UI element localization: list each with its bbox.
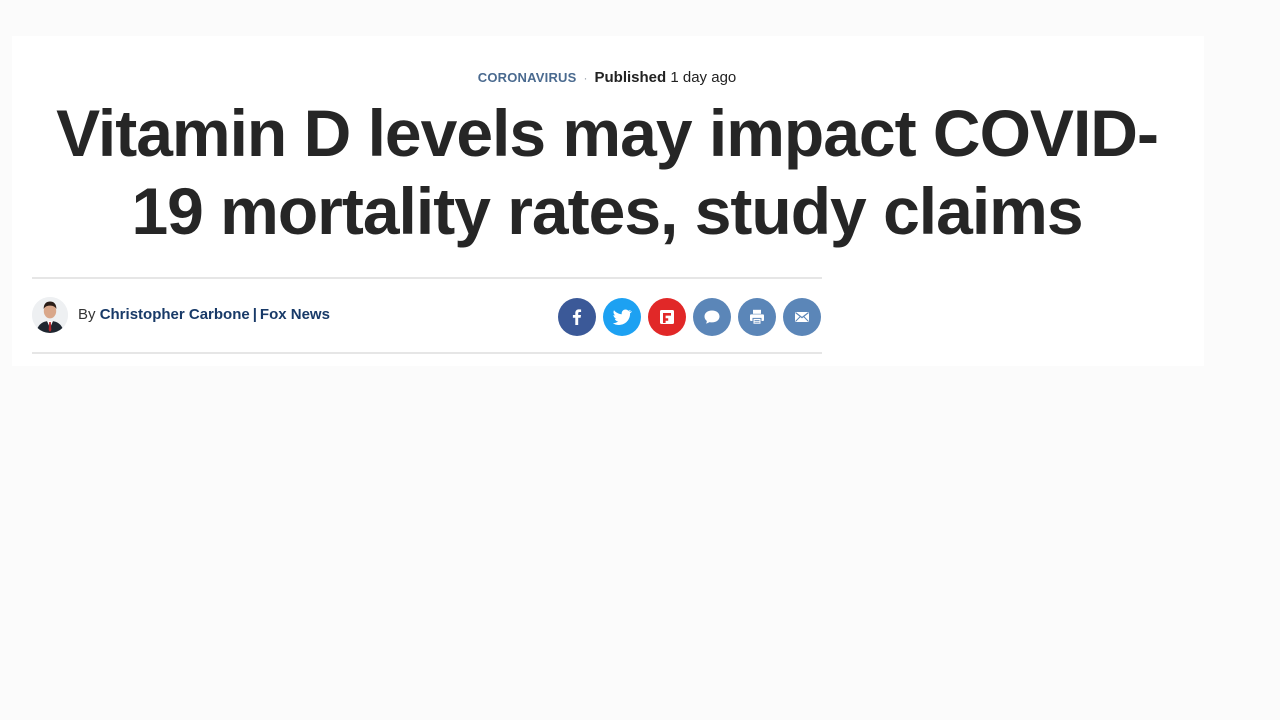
category-link[interactable]: CORONAVIRUS <box>477 70 577 85</box>
divider-bottom <box>32 352 822 354</box>
share-toolbar <box>558 298 821 336</box>
byline: By Christopher Carbone | Fox News <box>78 305 330 325</box>
email-button[interactable] <box>783 298 821 336</box>
article-headline: Vitamin D levels may impact COVID-19 mor… <box>56 96 1159 248</box>
print-button[interactable] <box>738 298 776 336</box>
share-twitter-button[interactable] <box>603 298 641 336</box>
meta-separator-dot: · <box>583 71 588 85</box>
byline-prefix: By <box>78 306 96 323</box>
author-photo-icon <box>32 297 68 333</box>
comments-button[interactable] <box>693 298 731 336</box>
share-facebook-button[interactable] <box>558 298 596 336</box>
published-time: 1 day ago <box>670 69 737 86</box>
outlet-link[interactable]: Fox News <box>259 306 330 323</box>
article-meta: CORONAVIRUS · Published 1 day ago <box>0 68 1214 88</box>
byline-separator: | <box>252 306 257 323</box>
print-icon <box>750 309 764 325</box>
published-label: Published <box>594 69 667 86</box>
flipboard-icon <box>660 310 674 324</box>
share-flipboard-button[interactable] <box>648 298 686 336</box>
author-avatar[interactable] <box>32 297 68 333</box>
twitter-icon <box>612 309 633 325</box>
author-link[interactable]: Christopher Carbone <box>99 306 250 323</box>
comment-icon <box>704 310 720 324</box>
divider-top <box>32 277 822 279</box>
facebook-icon <box>572 309 582 325</box>
email-icon <box>795 312 809 322</box>
